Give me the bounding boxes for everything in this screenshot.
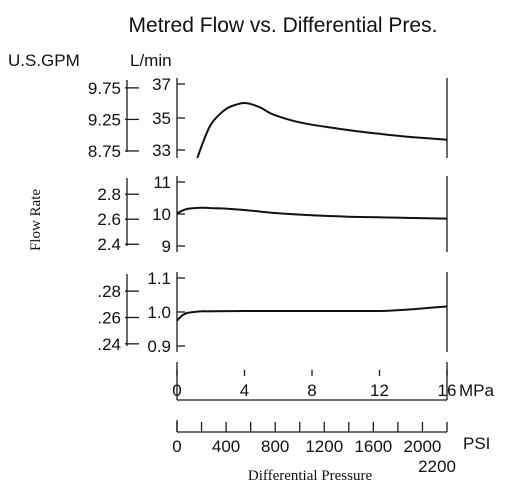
psi-tick-label: 1600 — [354, 437, 392, 456]
mpa-tick-label: 0 — [172, 381, 181, 400]
gpm-tick-label: 9.75 — [88, 79, 121, 98]
mpa-tick-label: 8 — [307, 381, 316, 400]
mpa-tick-label: 16 — [438, 381, 457, 400]
lmin-tick-label: 35 — [152, 109, 171, 128]
lmin-tick-label: 1.1 — [147, 269, 171, 288]
gpm-tick-label: .24 — [97, 335, 121, 354]
lmin-tick-label: 33 — [152, 141, 171, 160]
gpm-tick-label: .26 — [97, 308, 121, 327]
mpa-tick-label: 4 — [240, 381, 249, 400]
left-unit-label: U.S.GPM — [8, 51, 80, 70]
psi-tick-label: 400 — [212, 437, 240, 456]
gpm-tick-label: 2.4 — [97, 235, 121, 254]
psi-unit-label: PSI — [463, 434, 490, 453]
flow-curve — [176, 305, 448, 322]
lmin-tick-label: 0.9 — [147, 337, 171, 356]
gpm-tick-label: .28 — [97, 282, 121, 301]
x-axis-title: Differential Pressure — [248, 468, 373, 484]
flow-curve — [196, 101, 448, 159]
lmin-tick-label: 9 — [162, 237, 171, 256]
gpm-tick-label: 8.75 — [88, 142, 121, 161]
mpa-tick-label: 12 — [370, 381, 389, 400]
lmin-tick-label: 10 — [152, 205, 171, 224]
lmin-tick-label: 11 — [153, 173, 171, 192]
flow-curve — [176, 206, 448, 220]
chart-title: Metred Flow vs. Differential Pres. — [129, 14, 438, 37]
y-axis-title: Flow Rate — [28, 189, 44, 251]
psi-tick-label: 2200 — [418, 457, 456, 476]
mpa-unit-label: MPa — [459, 381, 495, 400]
lmin-tick-label: 37 — [152, 75, 171, 94]
gpm-tick-label: 2.6 — [97, 210, 121, 229]
gpm-tick-label: 9.25 — [88, 110, 121, 129]
psi-tick-label: 2000 — [404, 437, 442, 456]
psi-tick-label: 1200 — [305, 437, 343, 456]
right-unit-label: L/min — [130, 51, 172, 70]
psi-tick-label: 800 — [261, 437, 289, 456]
plot-area: 37 35 33 9.75 9.25 8.75 11 10 9 2.8 2.6 2.4 1.1 1.0 0.… — [88, 75, 495, 476]
psi-tick-label: 0 — [172, 437, 181, 456]
lmin-tick-label: 1.0 — [147, 303, 171, 322]
gpm-tick-label: 2.8 — [97, 185, 121, 204]
